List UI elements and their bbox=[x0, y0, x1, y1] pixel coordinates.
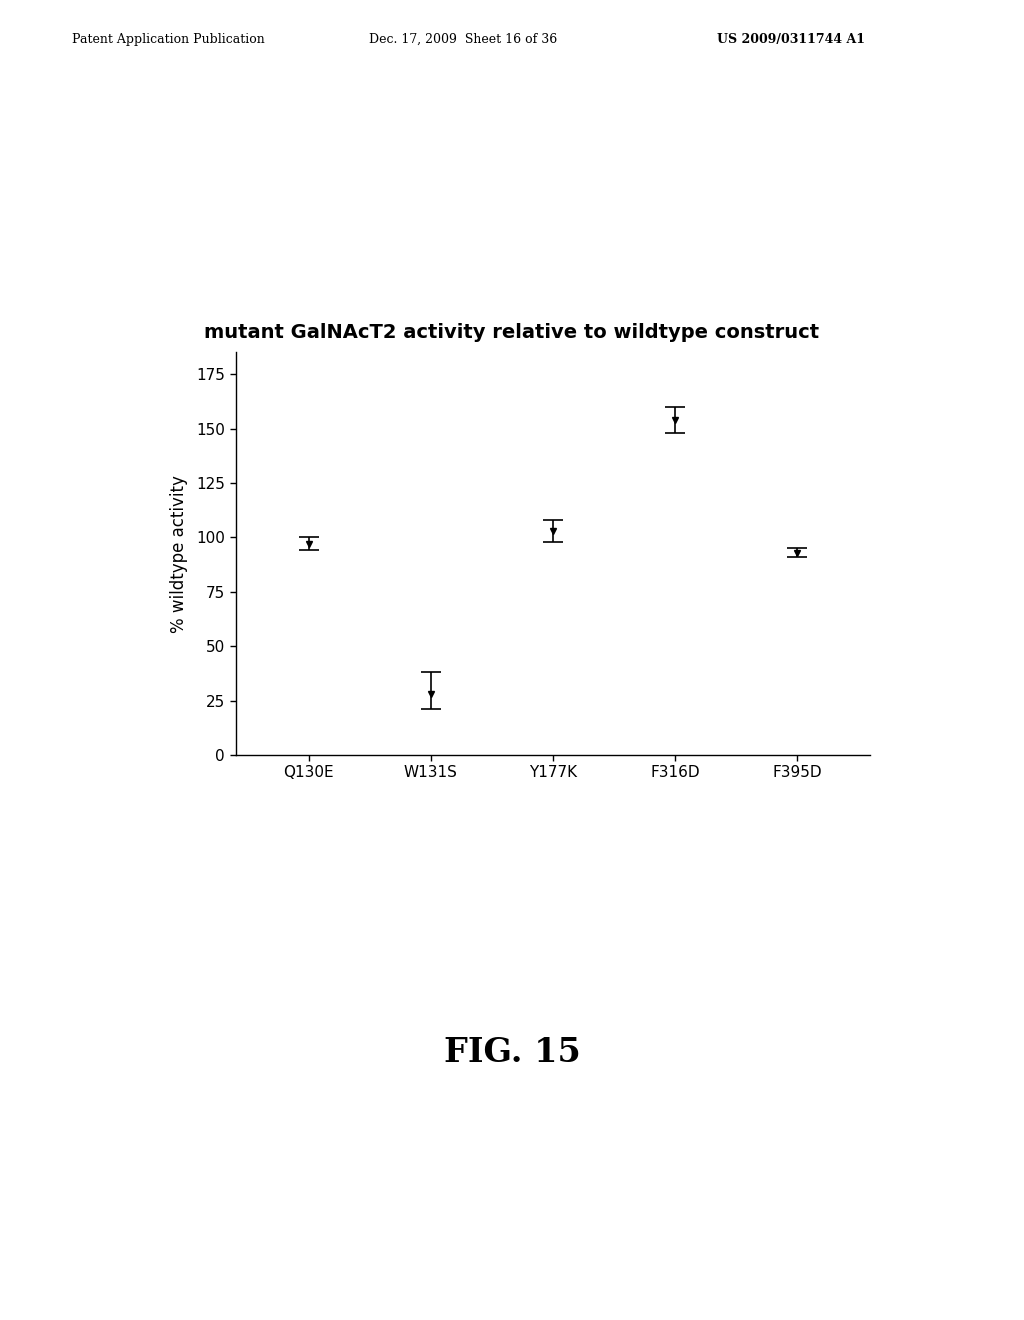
Text: US 2009/0311744 A1: US 2009/0311744 A1 bbox=[717, 33, 865, 46]
Text: Patent Application Publication: Patent Application Publication bbox=[72, 33, 264, 46]
Y-axis label: % wildtype activity: % wildtype activity bbox=[170, 475, 187, 632]
Text: mutant GalNAcT2 activity relative to wildtype construct: mutant GalNAcT2 activity relative to wil… bbox=[205, 323, 819, 342]
Text: FIG. 15: FIG. 15 bbox=[443, 1036, 581, 1069]
Text: Dec. 17, 2009  Sheet 16 of 36: Dec. 17, 2009 Sheet 16 of 36 bbox=[369, 33, 557, 46]
